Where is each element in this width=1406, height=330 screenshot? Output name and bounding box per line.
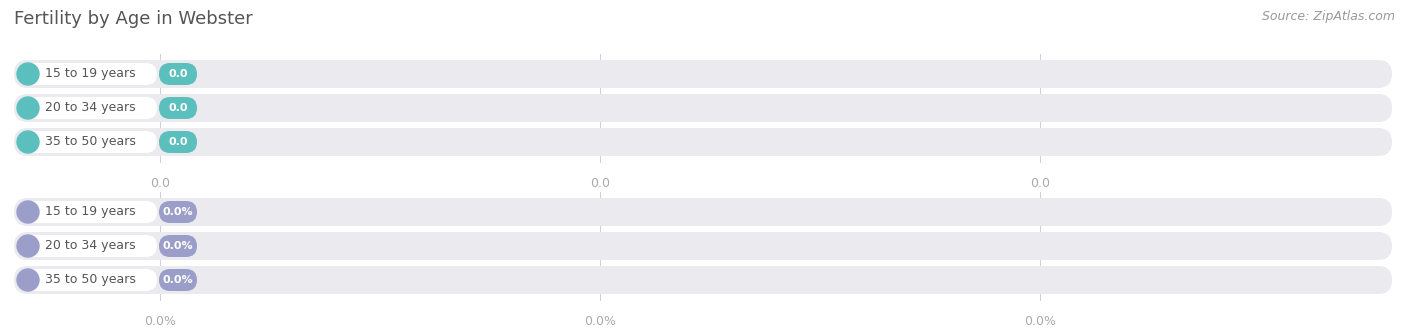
Text: 0.0: 0.0 (169, 103, 188, 113)
Circle shape (17, 63, 39, 85)
FancyBboxPatch shape (159, 131, 197, 153)
FancyBboxPatch shape (14, 232, 1392, 260)
FancyBboxPatch shape (17, 235, 157, 257)
Text: 0.0%: 0.0% (163, 207, 193, 217)
Text: 20 to 34 years: 20 to 34 years (45, 102, 135, 115)
Circle shape (17, 269, 39, 291)
Text: 35 to 50 years: 35 to 50 years (45, 136, 136, 148)
FancyBboxPatch shape (17, 63, 157, 85)
Text: 15 to 19 years: 15 to 19 years (45, 206, 135, 218)
Text: 0.0: 0.0 (169, 69, 188, 79)
Text: 0.0%: 0.0% (163, 241, 193, 251)
Text: 0.0%: 0.0% (583, 315, 616, 328)
Text: 0.0%: 0.0% (163, 275, 193, 285)
FancyBboxPatch shape (17, 131, 157, 153)
FancyBboxPatch shape (159, 97, 197, 119)
FancyBboxPatch shape (159, 269, 197, 291)
Text: Source: ZipAtlas.com: Source: ZipAtlas.com (1263, 10, 1395, 23)
FancyBboxPatch shape (14, 128, 1392, 156)
Circle shape (17, 235, 39, 257)
FancyBboxPatch shape (14, 60, 1392, 88)
Text: 0.0: 0.0 (169, 137, 188, 147)
FancyBboxPatch shape (159, 235, 197, 257)
FancyBboxPatch shape (14, 198, 1392, 226)
Circle shape (17, 131, 39, 153)
FancyBboxPatch shape (14, 94, 1392, 122)
FancyBboxPatch shape (14, 266, 1392, 294)
FancyBboxPatch shape (17, 201, 157, 223)
Text: 0.0: 0.0 (591, 177, 610, 190)
FancyBboxPatch shape (159, 63, 197, 85)
FancyBboxPatch shape (17, 97, 157, 119)
Circle shape (17, 201, 39, 223)
Text: 20 to 34 years: 20 to 34 years (45, 240, 135, 252)
Text: 0.0%: 0.0% (143, 315, 176, 328)
Text: Fertility by Age in Webster: Fertility by Age in Webster (14, 10, 253, 28)
Text: 15 to 19 years: 15 to 19 years (45, 68, 135, 81)
Text: 35 to 50 years: 35 to 50 years (45, 274, 136, 286)
FancyBboxPatch shape (159, 201, 197, 223)
FancyBboxPatch shape (17, 269, 157, 291)
Text: 0.0: 0.0 (1031, 177, 1050, 190)
Text: 0.0: 0.0 (150, 177, 170, 190)
Text: 0.0%: 0.0% (1024, 315, 1056, 328)
Circle shape (17, 97, 39, 119)
